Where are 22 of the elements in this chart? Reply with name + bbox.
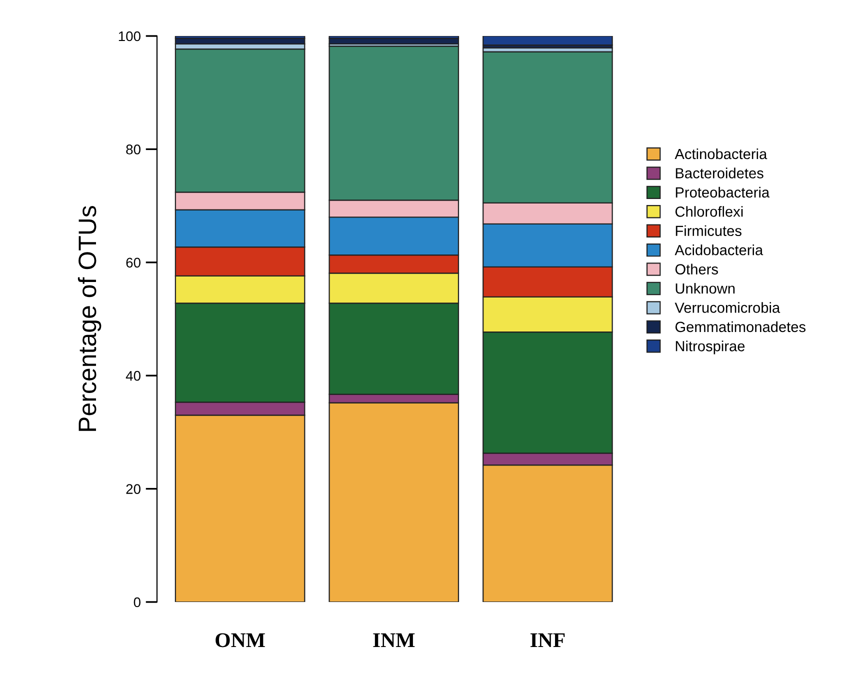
x-tick-label: ONM bbox=[216, 633, 265, 648]
legend-label: Actinobacteria bbox=[674, 148, 768, 160]
y-axis-title: Percentage of OTUs bbox=[78, 206, 102, 431]
legend-label: Bacteroidetes bbox=[676, 168, 764, 178]
y-tick-label: 100 bbox=[118, 31, 140, 42]
legend-label: Nitrospirae bbox=[676, 340, 745, 354]
y-tick-label: 80 bbox=[126, 144, 140, 154]
legend-label: Unknown bbox=[676, 282, 735, 294]
x-tick-label: INM bbox=[373, 633, 415, 648]
y-tick-label: 40 bbox=[126, 370, 140, 381]
legend-label: Others bbox=[675, 264, 718, 274]
y-tick-label: 60 bbox=[126, 258, 140, 268]
legend-label: Firmicutes bbox=[676, 225, 742, 236]
legend-label: Proteobacteria bbox=[676, 186, 770, 198]
bar bbox=[482, 36, 613, 46]
y-tick-label: 0 bbox=[134, 597, 140, 608]
legend-label: Acidobacteria bbox=[674, 244, 764, 256]
legend-label: Chloroflexi bbox=[675, 206, 743, 217]
legend-label: Verrucomicrobia bbox=[674, 302, 780, 313]
x-tick-label: INF bbox=[530, 633, 565, 648]
y-tick-label: 20 bbox=[126, 484, 140, 494]
legend-label: Gemmatimonadetes bbox=[675, 321, 806, 332]
